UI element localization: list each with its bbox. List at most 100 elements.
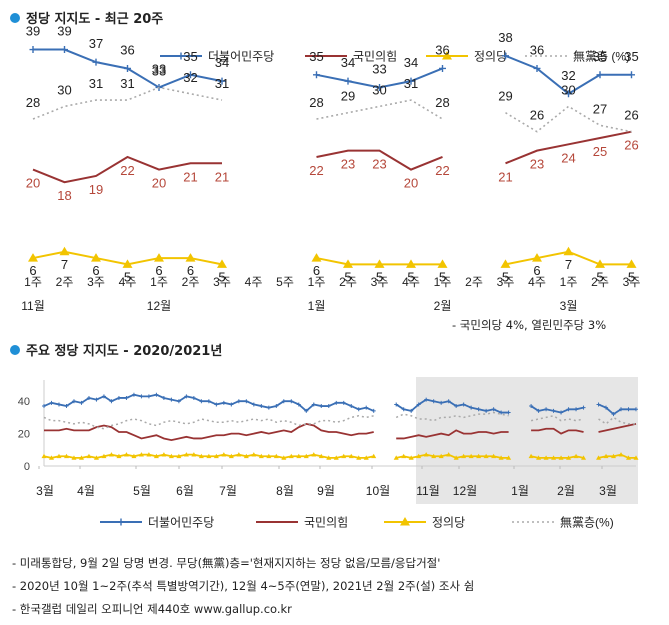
data-label: 28 xyxy=(26,95,40,110)
data-point xyxy=(343,259,353,268)
data-label: 35 xyxy=(624,49,638,64)
data-point2 xyxy=(288,453,294,459)
month-tick-label: 7월 xyxy=(219,484,237,498)
x-tick-label: 1주 xyxy=(560,275,578,289)
data-label: 31 xyxy=(89,76,103,91)
section2-title: 주요 정당 지지도 - 2020/2021년 xyxy=(10,340,222,359)
data-point2 xyxy=(229,402,234,407)
series2-line-2 xyxy=(396,453,509,459)
month-tick-label: 8월 xyxy=(276,484,294,498)
data-point2 xyxy=(498,455,504,460)
data-point2 xyxy=(71,399,76,404)
data-point2 xyxy=(446,452,452,457)
legend-label-1: 국민의힘 xyxy=(304,516,348,530)
data-point2 xyxy=(71,455,77,460)
data-point2 xyxy=(596,402,601,407)
data-point2 xyxy=(221,400,226,405)
data-point2 xyxy=(251,452,257,457)
data-label: 33 xyxy=(152,63,166,78)
data-label: 31 xyxy=(404,76,418,91)
data-point2 xyxy=(258,453,264,459)
data-label: 39 xyxy=(57,24,71,39)
legend-label-3: 無黨층(%) xyxy=(560,515,614,530)
data-point2 xyxy=(559,410,564,415)
data-point xyxy=(563,246,574,256)
data-point2 xyxy=(581,455,587,460)
series-line-1 xyxy=(505,130,632,165)
data-point xyxy=(92,58,100,66)
data-point2 xyxy=(244,399,249,404)
data-point xyxy=(185,253,196,262)
data-point2 xyxy=(364,405,369,410)
data-point2 xyxy=(483,453,489,459)
data-point2 xyxy=(266,453,272,459)
data-point2 xyxy=(161,452,167,457)
data-point xyxy=(628,71,635,79)
data-point2 xyxy=(108,452,114,457)
data-point xyxy=(437,259,448,268)
data-label: 35 xyxy=(183,49,197,64)
data-point2 xyxy=(56,453,62,459)
data-point2 xyxy=(454,404,459,409)
section2-title-text: 주요 정당 지지도 - 2020/2021년 xyxy=(26,344,223,359)
data-point2 xyxy=(416,453,422,459)
legend-label-2: 정의당 xyxy=(432,516,465,530)
data-point2 xyxy=(228,453,234,459)
x-tick-label: 3주 xyxy=(623,275,641,289)
data-label: 6 xyxy=(187,263,194,278)
data-point2 xyxy=(79,400,84,405)
x-tick-label: 3주 xyxy=(371,275,389,289)
data-point2 xyxy=(78,455,84,460)
data-point2 xyxy=(401,453,407,459)
data-point2 xyxy=(356,455,362,460)
section1-title: 정당 지지도 - 최근 20주 xyxy=(10,8,163,27)
x-tick-label: 1주 xyxy=(24,275,42,289)
data-point2 xyxy=(281,455,287,460)
data-point xyxy=(187,71,194,79)
data-label: 35 xyxy=(593,49,607,64)
data-label: 31 xyxy=(120,76,134,91)
month-tick-label: 1월 xyxy=(511,484,529,498)
x-tick-label: 2주 xyxy=(339,275,357,289)
data-label: 18 xyxy=(57,188,71,203)
data-point xyxy=(439,64,446,72)
series-line-1 xyxy=(32,155,222,184)
data-point xyxy=(311,253,322,262)
data-point2 xyxy=(499,410,504,415)
data-label: 24 xyxy=(561,150,575,165)
data-point2 xyxy=(273,453,279,459)
data-point2 xyxy=(506,455,512,460)
yearly-support-chart: 0 20 40 3월 4월 5월 6월 7월 8월 9월 10월 11월 12월 1월 2월 3월더불어민주당… xyxy=(18,377,639,530)
data-point2 xyxy=(139,394,144,399)
data-label: 7 xyxy=(565,257,572,272)
data-point xyxy=(218,77,226,85)
data-point2 xyxy=(138,452,144,457)
data-point2 xyxy=(198,453,204,459)
data-point2 xyxy=(371,408,376,413)
recent-period-shade xyxy=(416,377,638,504)
month-tick-label: 6월 xyxy=(176,484,194,498)
data-label: 6 xyxy=(29,263,36,278)
data-point2 xyxy=(603,453,609,459)
data-point2 xyxy=(633,455,639,460)
data-label: 23 xyxy=(530,157,544,172)
data-point2 xyxy=(124,395,129,400)
month-tick-label: 10월 xyxy=(366,484,390,498)
data-label: 5 xyxy=(596,269,603,284)
bullet-dot-icon xyxy=(10,12,20,23)
data-label: 5 xyxy=(628,269,635,284)
section1-title-text: 정당 지지도 - 최근 20주 xyxy=(26,12,164,27)
data-label: 28 xyxy=(309,95,323,110)
data-point xyxy=(154,253,164,262)
y-tick-label: 40 xyxy=(18,396,30,408)
data-label: 5 xyxy=(376,269,383,284)
data-point2 xyxy=(184,394,189,399)
data-label: 29 xyxy=(498,89,512,104)
data-point2 xyxy=(318,453,324,459)
data-point2 xyxy=(611,453,617,459)
x-tick-label: 2주 xyxy=(591,275,609,289)
data-label: 5 xyxy=(344,269,351,284)
data-label: 19 xyxy=(89,182,103,197)
data-point2 xyxy=(289,399,294,404)
series2-line-1 xyxy=(44,422,374,442)
